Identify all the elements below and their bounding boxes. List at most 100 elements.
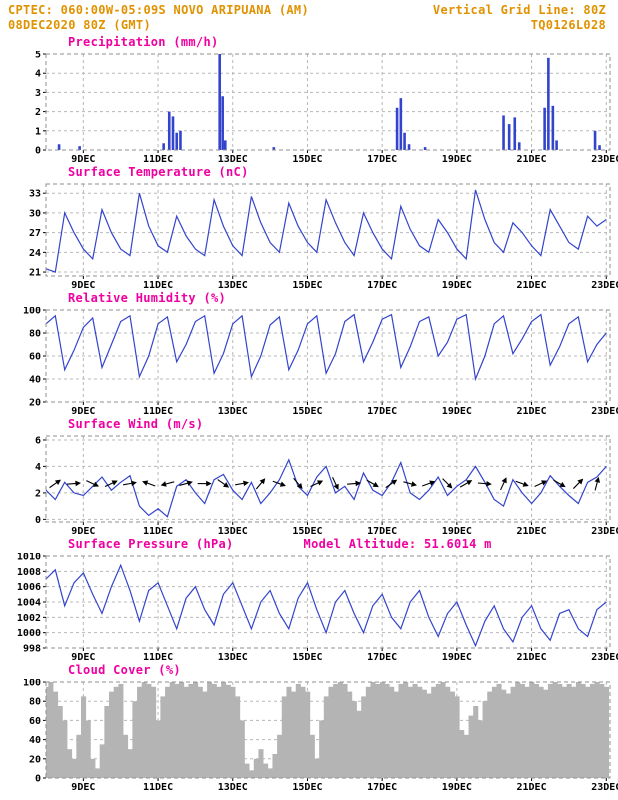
svg-text:4: 4 [35,462,41,473]
svg-text:15DEC: 15DEC [292,406,322,417]
svg-text:17DEC: 17DEC [367,154,397,165]
model-id: TQ0126L028 [530,18,606,32]
svg-text:15DEC: 15DEC [292,526,322,537]
model-altitude-label: Model Altitude: 51.6014 m [303,537,492,551]
humidity-title: Relative Humidity (%) [68,291,227,305]
svg-text:21DEC: 21DEC [517,782,547,793]
precipitation-title: Precipitation (mm/h) [68,35,219,49]
svg-text:13DEC: 13DEC [218,154,248,165]
precipitation-panel: Precipitation (mm/h) 0 1 2 3 4 5 9DEC 11DEC 13DE… [0,35,618,165]
svg-text:1: 1 [35,126,41,137]
svg-text:11DEC: 11DEC [143,782,173,793]
wind-title: Surface Wind (m/s) [68,417,204,431]
header-row-2: 08DEC2020 80Z (GMT) TQ0126L028 [8,18,606,33]
header-row-1: CPTEC: 060:00W-05:09S NOVO ARIPUANA (AM)… [8,3,606,18]
svg-text:20: 20 [29,754,41,765]
svg-text:13DEC: 13DEC [218,526,248,537]
svg-text:2: 2 [35,107,41,118]
cloud-cover-title: Cloud Cover (%) [68,663,181,677]
svg-text:9DEC: 9DEC [71,154,95,165]
svg-text:17DEC: 17DEC [367,652,397,663]
header: CPTEC: 060:00W-05:09S NOVO ARIPUANA (AM)… [0,0,618,35]
precipitation-chart: 0 1 2 3 4 5 9DEC 11DEC 13DEC 15DEC 17DEC 19DEC 21DEC… [35,51,618,165]
svg-text:19DEC: 19DEC [442,280,472,291]
cloud-cover-chart: 0 20 40 60 80 100 9DEC 11DEC 13DEC 15DEC 17DEC 19DE… [23,679,618,793]
svg-text:19DEC: 19DEC [442,652,472,663]
svg-text:11DEC: 11DEC [143,154,173,165]
svg-text:0: 0 [35,515,41,526]
vertical-grid-line-note: Vertical Grid Line: 80Z [432,3,606,17]
svg-text:11DEC: 11DEC [143,526,173,537]
humidity-panel: Relative Humidity (%) 20 40 60 80 100 9DEC 11D… [0,291,618,417]
svg-text:0: 0 [35,774,41,785]
svg-text:13DEC: 13DEC [218,782,248,793]
svg-text:13DEC: 13DEC [218,406,248,417]
svg-text:60: 60 [29,352,41,363]
temperature-title: Surface Temperature (nC) [68,165,249,179]
svg-text:100: 100 [23,307,41,317]
svg-text:0: 0 [35,146,41,157]
svg-text:6: 6 [35,435,41,446]
svg-text:80: 80 [29,329,41,340]
svg-text:15DEC: 15DEC [292,154,322,165]
svg-text:40: 40 [29,375,41,386]
svg-text:13DEC: 13DEC [218,280,248,291]
run-datetime: 08DEC2020 80Z (GMT) [8,18,151,32]
svg-text:1002: 1002 [17,613,41,624]
svg-text:19DEC: 19DEC [442,526,472,537]
svg-text:1008: 1008 [17,567,41,578]
cloud-cover-panel: Cloud Cover (%) 0 20 40 60 80 100 9DEC 11DEC 13D… [0,663,618,793]
svg-text:9DEC: 9DEC [71,280,95,291]
svg-text:21DEC: 21DEC [517,526,547,537]
svg-text:17DEC: 17DEC [367,526,397,537]
svg-text:21DEC: 21DEC [517,652,547,663]
svg-text:17DEC: 17DEC [367,406,397,417]
pressure-title: Surface Pressure (hPa) [68,537,234,551]
svg-text:19DEC: 19DEC [442,782,472,793]
station-title: CPTEC: 060:00W-05:09S NOVO ARIPUANA (AM) [8,3,309,17]
svg-text:1006: 1006 [17,582,41,593]
svg-text:3: 3 [35,88,41,99]
pressure-chart: 998 1000 1002 1004 1006 1008 1010 9DEC 11DEC 13DE… [17,553,618,663]
svg-text:15DEC: 15DEC [292,280,322,291]
svg-text:60: 60 [29,716,41,727]
temperature-panel: Surface Temperature (nC) 21 24 27 30 33 9DEC 1… [0,165,618,291]
wind-panel: Surface Wind (m/s) 0 2 4 6 9DEC 11DEC 13DEC 15D… [0,417,618,537]
svg-text:15DEC: 15DEC [292,652,322,663]
svg-text:11DEC: 11DEC [143,406,173,417]
svg-text:24: 24 [29,248,41,259]
svg-text:5: 5 [35,51,41,61]
svg-text:19DEC: 19DEC [442,406,472,417]
svg-text:27: 27 [29,228,41,239]
svg-text:11DEC: 11DEC [143,652,173,663]
svg-text:9DEC: 9DEC [71,782,95,793]
temperature-chart: 21 24 27 30 33 9DEC 11DEC 13DEC 15DEC 17DEC 19DEC 2… [29,183,618,291]
svg-text:17DEC: 17DEC [367,280,397,291]
svg-text:1000: 1000 [17,628,41,639]
svg-text:40: 40 [29,735,41,746]
svg-text:11DEC: 11DEC [143,280,173,291]
svg-text:13DEC: 13DEC [218,652,248,663]
wind-chart: 0 2 4 6 9DEC 11DEC 13DEC 15DEC 17DEC 19DEC 21DEC 23… [35,435,618,537]
svg-text:21: 21 [29,268,41,279]
svg-text:9DEC: 9DEC [71,652,95,663]
pressure-panel: Surface Pressure (hPa) Model Altitude: 5… [0,537,618,663]
svg-text:2: 2 [35,488,41,499]
svg-text:9DEC: 9DEC [71,526,95,537]
svg-text:4: 4 [35,69,41,80]
svg-text:9DEC: 9DEC [71,406,95,417]
svg-text:1010: 1010 [17,553,41,563]
svg-text:17DEC: 17DEC [367,782,397,793]
svg-text:21DEC: 21DEC [517,154,547,165]
svg-text:1004: 1004 [17,598,41,609]
svg-text:998: 998 [23,644,41,655]
svg-text:100: 100 [23,679,41,689]
svg-text:80: 80 [29,697,41,708]
svg-text:30: 30 [29,208,41,219]
